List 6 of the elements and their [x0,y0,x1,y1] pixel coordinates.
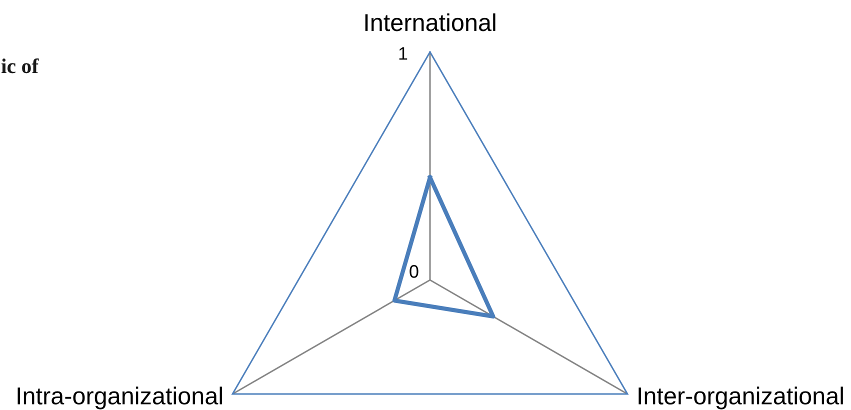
spoke-label: International [365,13,496,32]
y-tick-label: 1 [399,47,408,60]
y-tick-label: 0 [410,265,418,278]
text: ic of [1,58,39,74]
spoke-label: Inter-organizational [638,386,843,410]
spoke-label: Intra-organizational [18,386,222,410]
